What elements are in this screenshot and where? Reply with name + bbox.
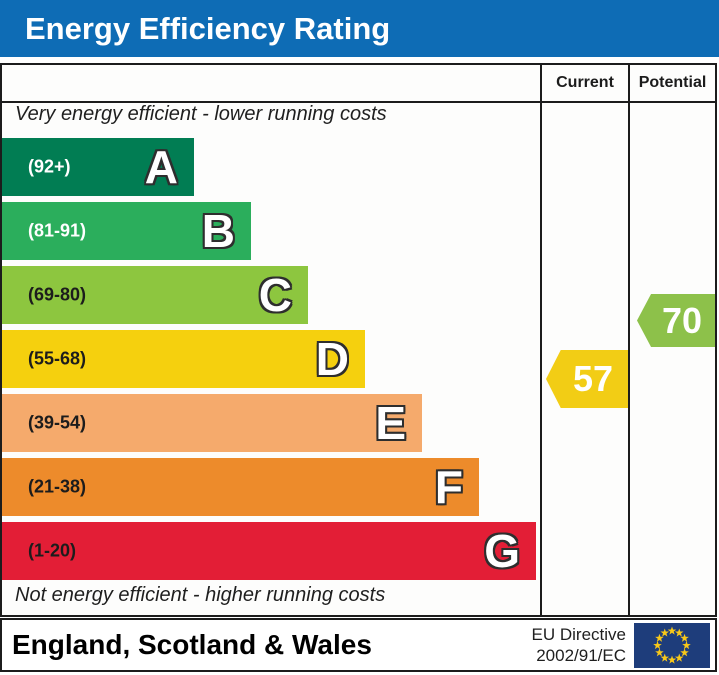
title-bar: Energy Efficiency Rating [0, 0, 719, 57]
band-d: (55-68) D [2, 330, 365, 388]
band-c-range: (69-80) [28, 284, 87, 305]
band-a: (92+) A [2, 138, 194, 196]
current-rating-arrow: 57 [546, 350, 628, 408]
band-e: (39-54) E [2, 394, 422, 452]
eu-directive-line1: EU Directive [531, 625, 626, 644]
band-b-letter: B [201, 205, 235, 257]
band-b: (81-91) B [2, 202, 251, 260]
band-g-letter: G [484, 525, 520, 577]
band-e-letter: E [375, 397, 406, 449]
current-rating-value: 57 [572, 358, 614, 399]
band-c-letter: C [258, 269, 292, 321]
caption-very-efficient: Very energy efficient - lower running co… [15, 103, 387, 125]
header-underline [2, 101, 715, 103]
rating-table: Current Potential Very energy efficient … [0, 63, 717, 617]
potential-rating-value: 70 [661, 299, 703, 341]
column-header-current: Current [556, 74, 614, 91]
column-divider-potential [628, 65, 630, 615]
band-a-range: (92+) [28, 156, 71, 177]
column-divider-current [540, 65, 542, 615]
page-title: Energy Efficiency Rating [25, 10, 391, 46]
band-f-range: (21-38) [28, 476, 87, 497]
eu-directive-label: EU Directive 2002/91/EC [532, 624, 626, 666]
band-d-range: (55-68) [28, 348, 87, 369]
band-g-range: (1-20) [28, 540, 77, 561]
band-a-letter: A [144, 141, 178, 193]
band-e-range: (39-54) [28, 412, 87, 433]
column-header-potential: Potential [638, 74, 707, 91]
band-c: (69-80) C [2, 266, 308, 324]
region-label: England, Scotland & Wales [12, 629, 372, 660]
potential-rating-arrow: 70 [637, 294, 715, 347]
band-b-range: (81-91) [28, 220, 87, 241]
band-f: (21-38) F [2, 458, 479, 516]
footer: England, Scotland & Wales EU Directive 2… [0, 618, 717, 672]
band-d-letter: D [315, 333, 349, 385]
eu-directive-line2: 2002/91/EC [536, 646, 626, 665]
eu-flag-icon [634, 622, 710, 668]
band-g: (1-20) G [2, 522, 536, 580]
band-f-letter: F [434, 461, 463, 513]
caption-not-efficient: Not energy efficient - higher running co… [15, 584, 386, 606]
